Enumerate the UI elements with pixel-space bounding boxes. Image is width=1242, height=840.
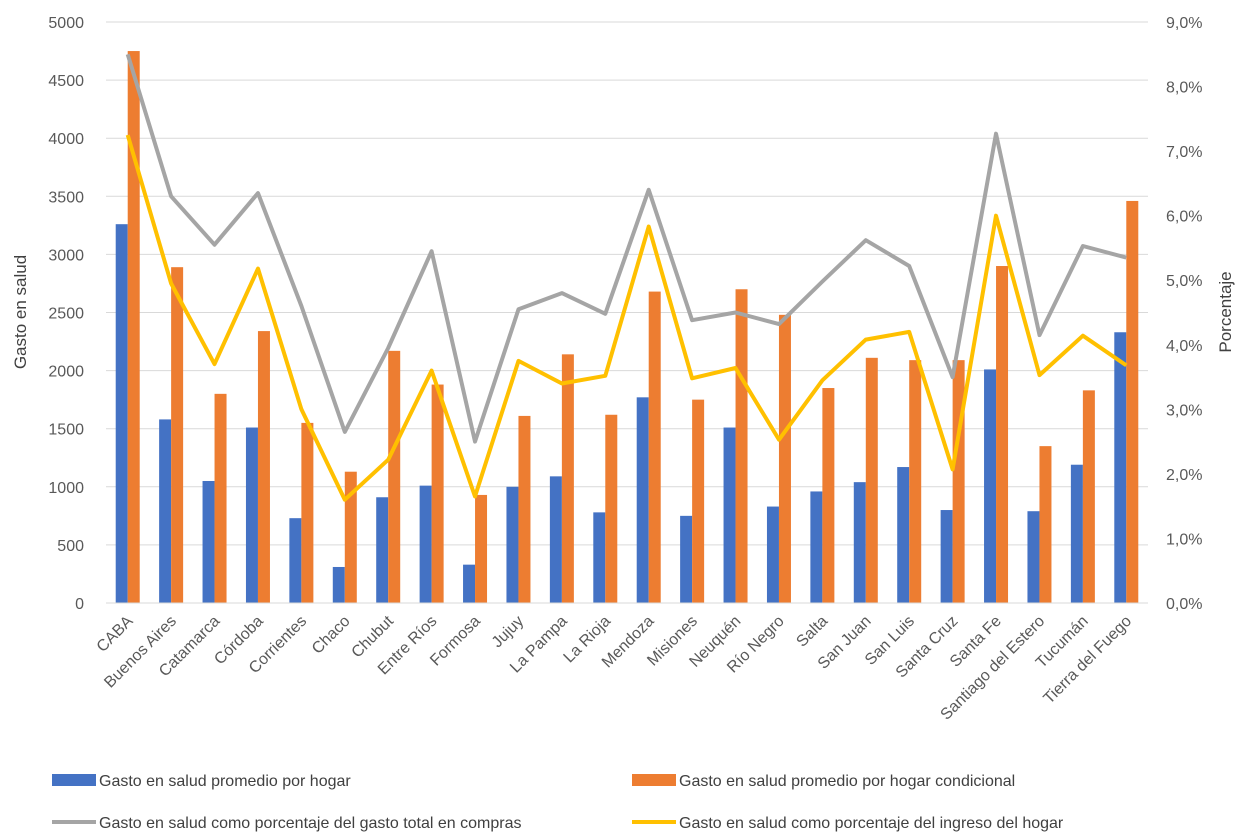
bar [301,422,314,603]
bar [549,476,562,603]
bar [475,494,488,603]
bar [518,415,531,603]
bar [996,266,1009,603]
bar [680,515,693,603]
y-axis-title: Gasto en salud [11,255,30,369]
y2-tick-label: 2,0% [1166,467,1202,484]
bar [723,427,736,603]
bar [593,512,606,603]
legend-label: Gasto en salud como porcentaje del gasto… [99,815,521,832]
bar [431,384,444,603]
bar [692,399,705,603]
y2-tick-label: 4,0% [1166,338,1202,355]
y-tick-label: 5000 [48,15,84,32]
bar [1082,390,1095,603]
bar [344,471,357,603]
bar [561,354,574,603]
y2-tick-label: 7,0% [1166,144,1202,161]
bar [214,393,227,603]
bar [159,419,172,603]
legend-label: Gasto en salud promedio por hogar condic… [679,773,1015,790]
bar [1114,332,1127,603]
y2-tick-label: 0,0% [1166,596,1202,613]
bar [332,566,345,603]
bar [865,357,878,603]
y-tick-label: 500 [57,538,84,555]
y2-tick-label: 3,0% [1166,402,1202,419]
y-tick-label: 4500 [48,73,84,90]
bar [853,482,866,603]
y2-axis-title: Porcentaje [1216,271,1235,352]
legend-swatch [632,774,676,786]
x-tick-label: Chaco [309,613,354,658]
y-tick-label: 1500 [48,422,84,439]
bar [388,350,401,603]
series-line [125,53,1127,444]
y-tick-label: 4000 [48,131,84,148]
bar [909,360,922,603]
legend: Gasto en salud promedio por hogar Gasto e… [52,773,1064,832]
bar [245,427,258,603]
bar [202,480,215,603]
y2-tick-label: 8,0% [1166,80,1202,97]
bar [605,414,618,603]
bar [735,289,748,603]
bar [940,510,953,603]
bar [766,506,779,603]
bar [463,564,476,603]
bar [822,388,835,603]
bar [419,485,432,603]
bar [506,486,519,603]
bar [376,497,389,603]
bar [1126,200,1139,603]
bar [984,369,997,603]
y2-tick-label: 5,0% [1166,273,1202,290]
bar [289,518,302,603]
y-tick-label: 2500 [48,306,84,323]
y-tick-label: 1000 [48,480,84,497]
bar [636,397,649,603]
right-axis-ticks: 0,0% 1,0% 2,0% 3,0% 4,0% 5,0% 6,0% 7,0% 8,0% 9,0% [1166,15,1202,613]
x-tick-label: Salta [793,613,831,651]
bar [778,314,791,603]
lines [125,53,1128,502]
y-tick-label: 3000 [48,247,84,264]
bar [810,491,823,603]
y-tick-label: 0 [75,596,84,613]
bar [257,331,270,603]
bar [115,224,128,604]
bar [1070,464,1083,603]
legend-swatch [52,774,96,786]
legend-label: Gasto en salud como porcentaje del ingre… [679,815,1064,832]
left-axis-ticks: 0 500 1000 1500 2000 2500 3000 3500 4000 4500 5000 [48,15,84,613]
y-tick-label: 3500 [48,189,84,206]
x-tick-label: Jujuy [489,613,527,651]
bars [115,51,1139,604]
bar [127,51,140,604]
y2-tick-label: 9,0% [1166,15,1202,32]
bar [897,467,910,603]
bar [952,360,965,603]
legend-label: Gasto en salud promedio por hogar [99,773,351,790]
bar [648,291,661,603]
bar [1027,511,1040,603]
series-line [125,134,1128,502]
y2-tick-label: 6,0% [1166,209,1202,226]
y2-tick-label: 1,0% [1166,531,1202,548]
bar [1039,446,1052,603]
bar [171,267,184,603]
y-tick-label: 2000 [48,364,84,381]
